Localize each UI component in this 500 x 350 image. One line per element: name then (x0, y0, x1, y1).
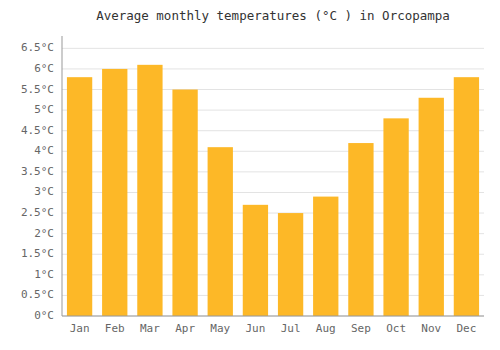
y-tick-label: 0.5°C (21, 288, 54, 301)
y-tick-label: 1°C (34, 268, 54, 281)
x-tick-label: Sep (351, 322, 371, 335)
bar (419, 98, 444, 316)
bar (172, 90, 197, 316)
bar (348, 143, 373, 316)
x-tick-label: Feb (105, 322, 125, 335)
x-tick-label: Dec (456, 322, 476, 335)
y-tick-label: 2°C (34, 227, 54, 240)
bar (383, 118, 408, 316)
y-tick-label: 6°C (34, 62, 54, 75)
y-tick-label: 5°C (34, 103, 54, 116)
bar (243, 205, 268, 316)
bar (102, 69, 127, 316)
y-tick-label: 4.5°C (21, 124, 54, 137)
y-axis-line (62, 36, 63, 316)
bar (137, 65, 162, 316)
x-tick-labels: Jan Feb Mar Apr May Jun Jul Aug Sep Oct Nov Dec (70, 322, 477, 335)
chart-svg: Average monthly temperatures (°C ) in Or… (0, 0, 500, 350)
y-tick-label: 1.5°C (21, 247, 54, 260)
grid (62, 48, 484, 316)
y-tick-label: 6.5°C (21, 41, 54, 54)
bars (67, 65, 479, 316)
x-tick-label: Aug (316, 322, 336, 335)
x-tick-label: Mar (140, 322, 160, 335)
bar (313, 197, 338, 316)
bar (208, 147, 233, 316)
x-tick-label: Jan (70, 322, 90, 335)
x-tick-label: Apr (175, 322, 195, 335)
bar (454, 77, 479, 316)
grid-line (62, 48, 484, 49)
x-axis-line (62, 316, 484, 317)
y-tick-label: 2.5°C (21, 206, 54, 219)
x-tick-label: Oct (386, 322, 406, 335)
x-tick-label: Jun (245, 322, 265, 335)
bar (278, 213, 303, 316)
y-tick-label: 3°C (34, 185, 54, 198)
x-tick-label: May (210, 322, 230, 335)
chart-container: Average monthly temperatures (°C ) in Or… (0, 0, 500, 350)
chart-title: Average monthly temperatures (°C ) in Or… (96, 8, 450, 23)
bar (67, 77, 92, 316)
y-tick-label: 5.5°C (21, 83, 54, 96)
y-tick-label: 3.5°C (21, 165, 54, 178)
x-tick-label: Jul (281, 322, 301, 335)
y-tick-label: 4°C (34, 144, 54, 157)
x-tick-label: Nov (421, 322, 441, 335)
grid-line (62, 316, 484, 317)
y-tick-labels: 0°C 0.5°C 1°C 1.5°C 2°C 2.5°C 3°C 3.5°C 4°C 4.5°C… (21, 41, 54, 322)
y-tick-label: 0°C (34, 309, 54, 322)
